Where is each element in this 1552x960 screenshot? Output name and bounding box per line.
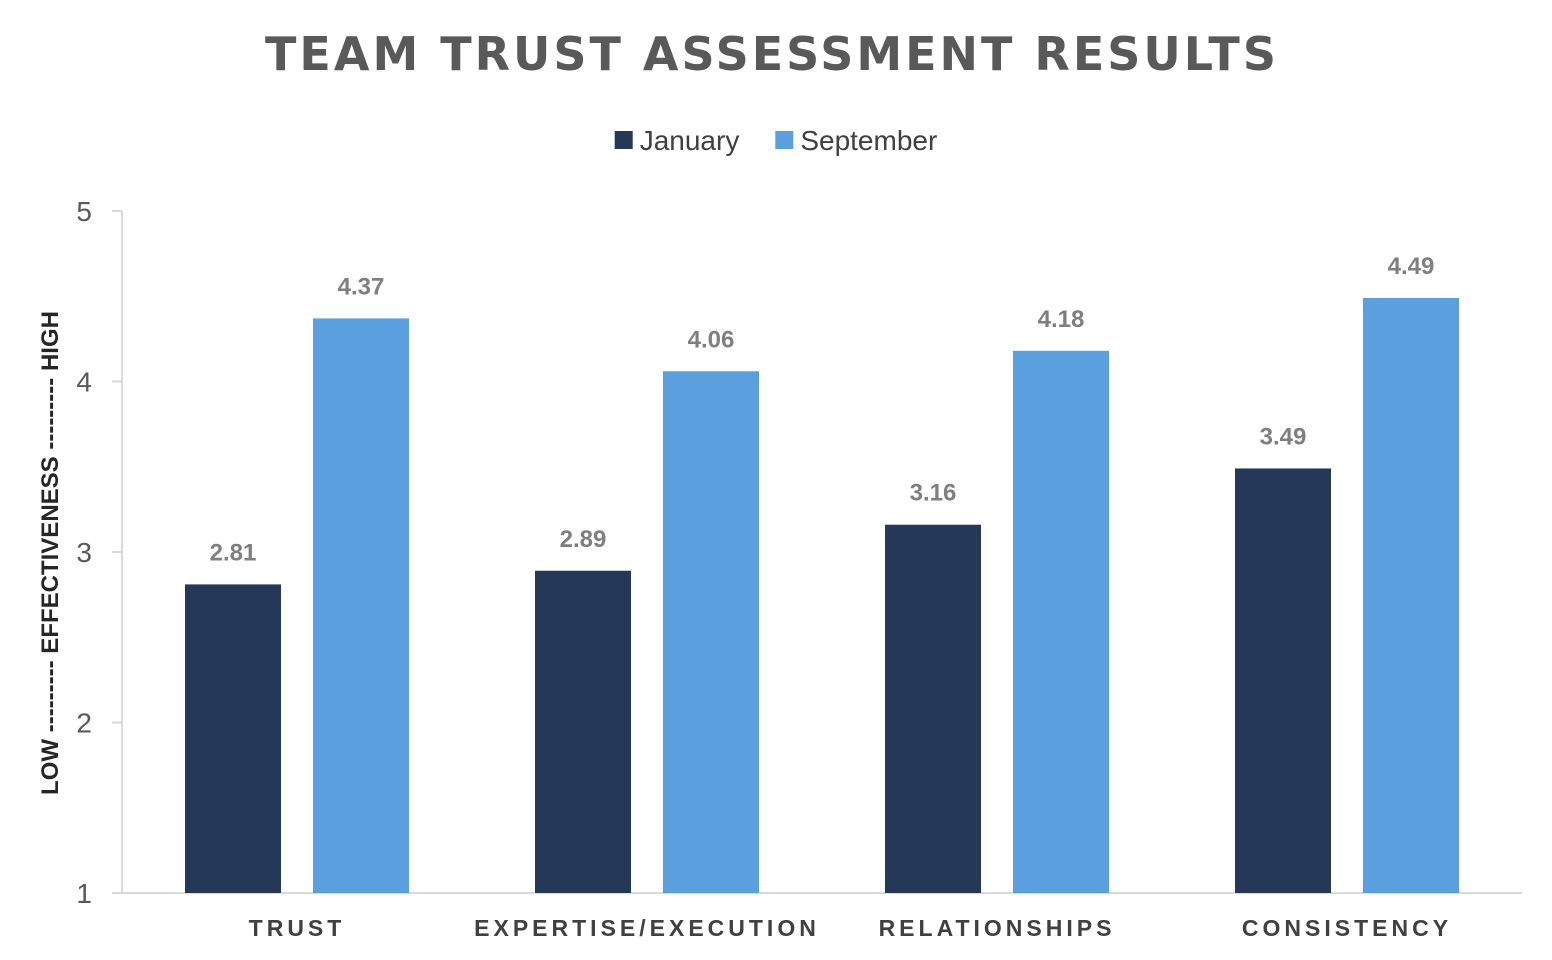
x-tick-label: EXPERTISE/EXECUTION [474,915,820,941]
x-ticks: TRUST EXPERTISE/EXECUTION RELATIONSHIPS CON… [249,915,1452,941]
chart-title: TEAM TRUST ASSESSMENT RESULTS [265,27,1279,81]
bar-september-expertise-execution [663,371,759,893]
x-tick-label: CONSISTENCY [1242,915,1452,941]
data-label: 4.18 [1038,306,1085,333]
bar-january-expertise-execution [535,570,631,893]
bar-september-consistency [1363,297,1459,894]
data-label: 2.81 [210,539,257,566]
bar-january-trust [185,584,281,893]
x-tick-label: RELATIONSHIPS [879,915,1116,941]
bar-september-trust [313,318,409,893]
y-tick-label: 5 [76,196,92,227]
data-label: 3.16 [910,480,957,507]
legend-item-january: January [614,125,740,156]
y-tick-label: 3 [76,537,92,568]
data-label: 3.49 [1260,423,1307,450]
data-label: 4.49 [1388,253,1435,280]
data-label: 4.06 [688,326,735,353]
y-tick-label: 1 [76,878,92,909]
bar-september-relationships [1013,350,1109,893]
bar-january-relationships [885,524,981,893]
legend-label: January [640,125,740,156]
y-ticks: 1 2 3 4 5 [76,196,122,909]
legend-item-september: September [775,125,937,156]
y-axis-label: LOW --------- EFFECTIVENESS --------- HI… [37,311,64,795]
legend-label: September [800,125,937,156]
bars [185,297,1459,894]
bar-january-consistency [1235,468,1331,893]
data-label: 2.89 [560,526,607,553]
data-label: 4.37 [338,273,385,300]
y-tick-label: 4 [76,367,92,398]
y-tick-label: 2 [76,708,92,739]
x-tick-label: TRUST [249,915,346,941]
legend-swatch [775,131,794,149]
legend: January September [614,125,937,156]
legend-swatch [614,131,633,149]
data-labels: 2.81 4.37 2.89 4.06 3.16 4.18 3.49 4.49 [210,253,1435,566]
